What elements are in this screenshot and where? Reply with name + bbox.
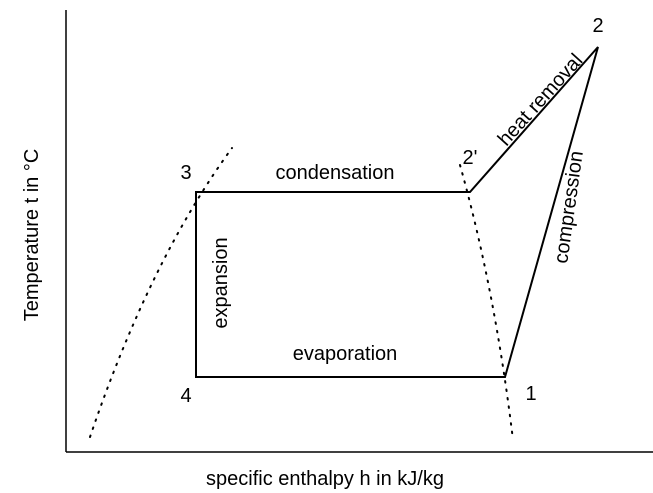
saturated-vapor-line: [459, 164, 514, 441]
cycle: [195, 46, 599, 378]
process-label: condensation: [276, 162, 395, 184]
process-label: evaporation: [293, 343, 398, 365]
process-label: expansion: [210, 237, 232, 328]
y-axis-label: Temperature t in °C: [21, 149, 43, 322]
point-label: 1: [525, 383, 536, 405]
process-label: compression: [550, 149, 588, 264]
x-axis-label: specific enthalpy h in kJ/kg: [206, 468, 444, 490]
point-label: 4: [180, 385, 191, 407]
point-label: 2': [463, 147, 478, 169]
point-label: 2: [592, 15, 603, 37]
point-label: 3: [180, 162, 191, 184]
